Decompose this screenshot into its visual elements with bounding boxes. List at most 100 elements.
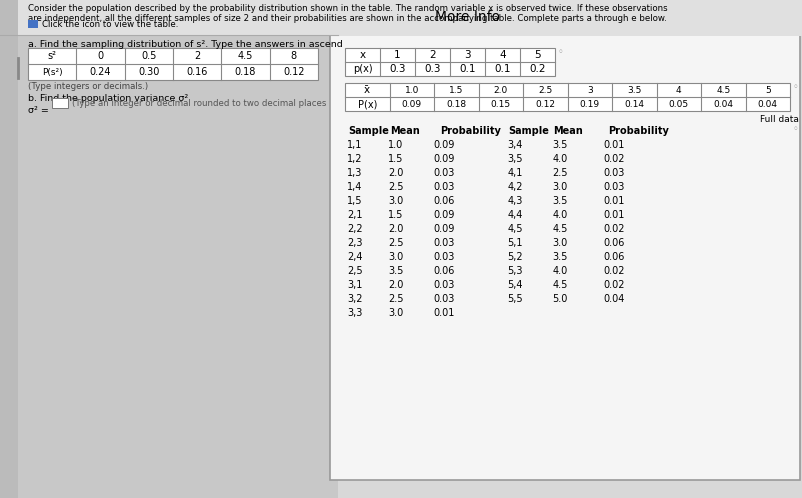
Text: 0.04: 0.04 (758, 100, 778, 109)
Text: 4: 4 (499, 50, 506, 60)
Text: 0.02: 0.02 (603, 154, 625, 164)
Text: 3,5: 3,5 (507, 154, 523, 164)
Text: 0.03: 0.03 (433, 252, 455, 262)
Text: 0.2: 0.2 (529, 64, 545, 74)
Bar (345, 83, 790, 111)
Text: 2,4: 2,4 (347, 252, 363, 262)
Text: 0.05: 0.05 (669, 100, 689, 109)
Text: 2,1: 2,1 (347, 210, 363, 220)
Text: 2,3: 2,3 (347, 238, 363, 248)
Text: Probability: Probability (608, 126, 669, 136)
Text: 4,4: 4,4 (508, 210, 523, 220)
Text: 1: 1 (395, 50, 401, 60)
Text: 0.1: 0.1 (460, 64, 476, 74)
Text: 0.3: 0.3 (389, 64, 406, 74)
Text: 5: 5 (765, 86, 771, 95)
Text: 5,5: 5,5 (507, 294, 523, 304)
Text: 3.0: 3.0 (388, 196, 403, 206)
Text: 3.0: 3.0 (388, 308, 403, 318)
Bar (330, 2, 800, 480)
Text: (Type integers or decimals.): (Type integers or decimals.) (28, 82, 148, 91)
Bar (28, 20, 38, 28)
Text: a. Find the sampling distribution of s². Type the answers in ascend: a. Find the sampling distribution of s².… (28, 40, 342, 49)
Text: 0.12: 0.12 (283, 67, 305, 77)
Text: 0.16: 0.16 (187, 67, 208, 77)
Text: 2.0: 2.0 (388, 280, 403, 290)
Text: 4.5: 4.5 (238, 51, 253, 61)
Text: 0.06: 0.06 (433, 266, 455, 276)
Text: 4,1: 4,1 (508, 168, 523, 178)
Text: More Info: More Info (435, 10, 500, 24)
Text: 5.0: 5.0 (553, 294, 568, 304)
Text: 3,2: 3,2 (347, 294, 363, 304)
Text: 3.0: 3.0 (388, 252, 403, 262)
Text: 1.0: 1.0 (388, 140, 403, 150)
Bar (0, 0, 18, 498)
Text: 0: 0 (97, 51, 103, 61)
Text: x̄: x̄ (364, 85, 371, 95)
Text: 2.5: 2.5 (388, 238, 403, 248)
Text: 0.14: 0.14 (624, 100, 644, 109)
Text: 0.03: 0.03 (433, 280, 455, 290)
Text: P(x): P(x) (358, 99, 377, 109)
Text: 2: 2 (194, 51, 200, 61)
Text: 3,1: 3,1 (347, 280, 363, 290)
Text: 0.18: 0.18 (235, 67, 256, 77)
Text: 2.0: 2.0 (388, 168, 403, 178)
Text: ◦: ◦ (793, 82, 799, 92)
Bar (52, 98, 68, 108)
Text: 5,4: 5,4 (507, 280, 523, 290)
Text: σ² =: σ² = (28, 106, 49, 115)
Text: 1.5: 1.5 (388, 154, 403, 164)
Text: p(x): p(x) (353, 64, 372, 74)
Text: 3.5: 3.5 (553, 252, 568, 262)
Text: 3,3: 3,3 (347, 308, 363, 318)
Text: 0.19: 0.19 (580, 100, 600, 109)
Text: 4.0: 4.0 (553, 266, 568, 276)
Text: 0.30: 0.30 (138, 67, 160, 77)
Text: 0.04: 0.04 (603, 294, 625, 304)
Text: 0.03: 0.03 (433, 294, 455, 304)
Text: Consider the population described by the probability distribution shown in the t: Consider the population described by the… (28, 4, 667, 13)
Text: 2: 2 (429, 50, 435, 60)
Text: 3: 3 (587, 86, 593, 95)
Text: Click the icon to view the table.: Click the icon to view the table. (42, 19, 178, 28)
Text: ◦: ◦ (793, 124, 799, 134)
Text: x: x (359, 50, 366, 60)
Text: 2.5: 2.5 (388, 182, 403, 192)
Text: 0.01: 0.01 (433, 308, 455, 318)
Text: 0.1: 0.1 (494, 64, 511, 74)
Text: 0.18: 0.18 (446, 100, 466, 109)
Text: 1.5: 1.5 (388, 210, 403, 220)
Text: 3.5: 3.5 (388, 266, 403, 276)
Text: 0.03: 0.03 (433, 168, 455, 178)
Text: ◦: ◦ (558, 47, 564, 57)
Bar (345, 48, 555, 76)
Text: s²: s² (47, 51, 57, 61)
Text: 8: 8 (291, 51, 297, 61)
Text: 0.3: 0.3 (424, 64, 441, 74)
Text: 0.03: 0.03 (433, 182, 455, 192)
Text: 4.5: 4.5 (716, 86, 731, 95)
Bar (0, 0, 338, 498)
Text: 4,2: 4,2 (507, 182, 523, 192)
Text: 0.03: 0.03 (603, 168, 625, 178)
Text: 5: 5 (534, 50, 541, 60)
Text: 3.5: 3.5 (553, 196, 568, 206)
Text: 0.02: 0.02 (603, 224, 625, 234)
Text: 1.5: 1.5 (449, 86, 464, 95)
Text: 5,3: 5,3 (507, 266, 523, 276)
Text: 3: 3 (464, 50, 471, 60)
Text: 2,2: 2,2 (347, 224, 363, 234)
Text: 1,4: 1,4 (347, 182, 363, 192)
Text: 1,3: 1,3 (347, 168, 363, 178)
Text: 2.0: 2.0 (493, 86, 508, 95)
Text: are independent, all the different samples of size 2 and their probabilities are: are independent, all the different sampl… (28, 14, 666, 23)
Text: Mean: Mean (553, 126, 583, 136)
Bar (0, 0, 802, 36)
Text: Probability: Probability (440, 126, 501, 136)
Text: 0.01: 0.01 (603, 210, 625, 220)
Text: 2,5: 2,5 (347, 266, 363, 276)
Text: 4,3: 4,3 (508, 196, 523, 206)
Text: 4.5: 4.5 (553, 224, 568, 234)
